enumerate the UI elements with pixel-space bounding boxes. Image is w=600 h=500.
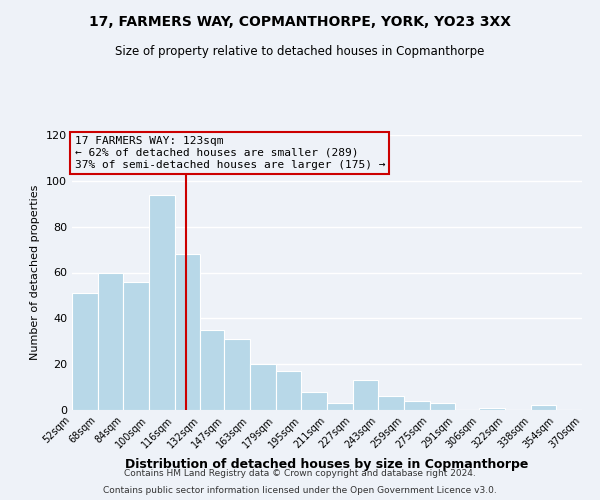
Bar: [327, 403, 353, 410]
Bar: [353, 380, 379, 410]
Bar: [479, 408, 505, 410]
Text: Contains HM Land Registry data © Crown copyright and database right 2024.: Contains HM Land Registry data © Crown c…: [124, 468, 476, 477]
Bar: [175, 254, 200, 410]
X-axis label: Distribution of detached houses by size in Copmanthorpe: Distribution of detached houses by size …: [125, 458, 529, 471]
Bar: [379, 396, 404, 410]
Text: 17, FARMERS WAY, COPMANTHORPE, YORK, YO23 3XX: 17, FARMERS WAY, COPMANTHORPE, YORK, YO2…: [89, 15, 511, 29]
Text: Contains public sector information licensed under the Open Government Licence v3: Contains public sector information licen…: [103, 486, 497, 495]
Bar: [149, 194, 175, 410]
Bar: [72, 293, 98, 410]
Bar: [250, 364, 275, 410]
Bar: [98, 272, 124, 410]
Bar: [430, 403, 455, 410]
Bar: [530, 406, 556, 410]
Bar: [224, 339, 250, 410]
Bar: [404, 401, 430, 410]
Text: 17 FARMERS WAY: 123sqm
← 62% of detached houses are smaller (289)
37% of semi-de: 17 FARMERS WAY: 123sqm ← 62% of detached…: [74, 136, 385, 170]
Text: Size of property relative to detached houses in Copmanthorpe: Size of property relative to detached ho…: [115, 45, 485, 58]
Bar: [200, 330, 224, 410]
Bar: [301, 392, 327, 410]
Bar: [275, 371, 301, 410]
Bar: [124, 282, 149, 410]
Y-axis label: Number of detached properties: Number of detached properties: [31, 185, 40, 360]
